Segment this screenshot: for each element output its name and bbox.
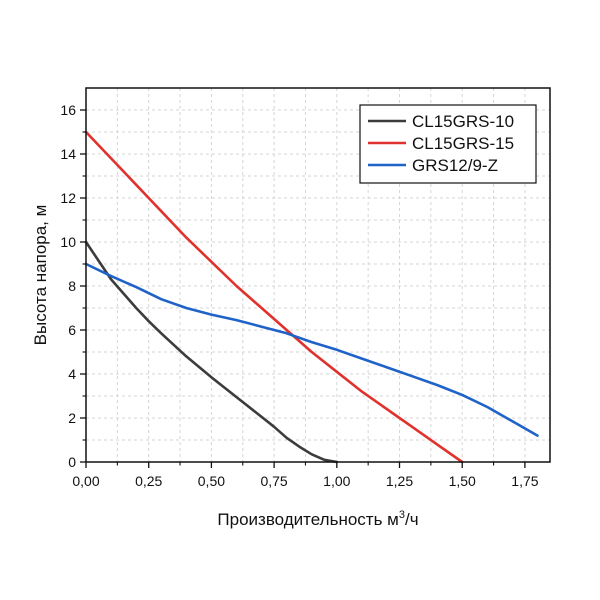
x-axis-title: Производительность м3/ч bbox=[217, 509, 418, 529]
x-tick-label: 1,00 bbox=[323, 473, 350, 489]
y-tick-label: 8 bbox=[68, 278, 76, 294]
legend-label-cl15grs-10: CL15GRS-10 bbox=[412, 112, 514, 131]
y-axis-title: Высота напора, м bbox=[31, 205, 50, 346]
x-axis-title-main: Производительность м bbox=[217, 510, 398, 529]
series-line-grs12-9-z bbox=[84, 262, 539, 437]
legend-label-cl15grs-15: CL15GRS-15 bbox=[412, 134, 514, 153]
x-tick-label: 1,25 bbox=[386, 473, 413, 489]
axis-ticks: 0,00 0,25 0,50 0,75 1,00 1,25 1,50 1,75 0 2 4 6 8 10 1… bbox=[60, 102, 538, 489]
legend-label-grs12-9-z: GRS12/9-Z bbox=[412, 156, 498, 175]
x-axis-title-tail: /ч bbox=[405, 510, 419, 529]
series-line-cl15grs-15 bbox=[84, 130, 464, 464]
y-tick-label: 10 bbox=[60, 234, 76, 250]
y-tick-label: 16 bbox=[60, 102, 76, 118]
x-tick-label: 0,00 bbox=[72, 473, 99, 489]
y-tick-label: 2 bbox=[68, 410, 76, 426]
y-tick-label: 0 bbox=[68, 454, 76, 470]
y-tick-label: 12 bbox=[60, 190, 76, 206]
legend: CL15GRS-10 CL15GRS-15 GRS12/9-Z bbox=[359, 104, 537, 184]
x-tick-label: 0,50 bbox=[198, 473, 225, 489]
x-tick-label: 1,75 bbox=[511, 473, 538, 489]
y-tick-label: 4 bbox=[68, 366, 76, 382]
x-axis-title-sup: 3 bbox=[399, 509, 405, 521]
x-tick-label: 0,25 bbox=[135, 473, 162, 489]
series-layer bbox=[84, 130, 539, 464]
x-tick-label: 1,50 bbox=[449, 473, 476, 489]
y-tick-label: 6 bbox=[68, 322, 76, 338]
plot-frame bbox=[85, 87, 551, 463]
series-line-cl15grs-10 bbox=[84, 240, 339, 464]
y-tick-label: 14 bbox=[60, 146, 76, 162]
x-tick-label: 0,75 bbox=[260, 473, 287, 489]
